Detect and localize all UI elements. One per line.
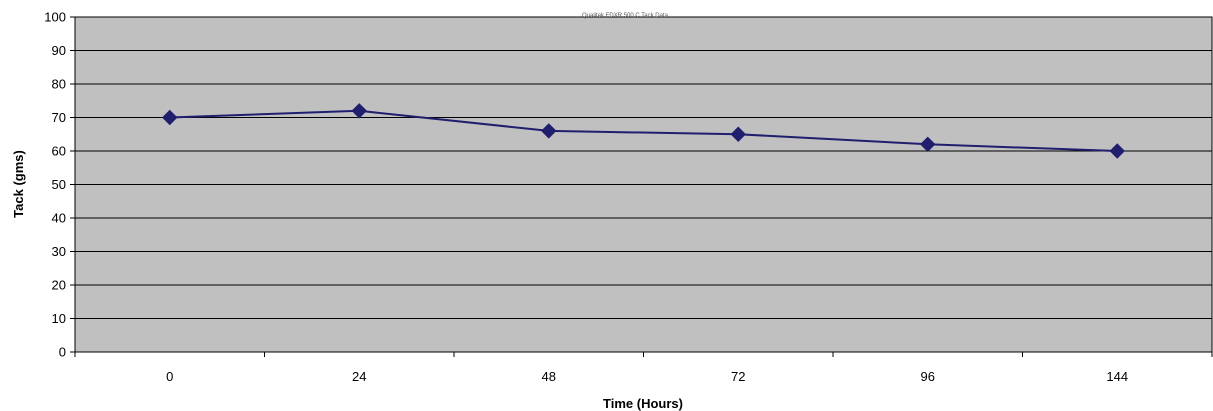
data-point-marker <box>730 126 746 142</box>
data-point-marker <box>351 103 367 119</box>
y-tick-label: 80 <box>52 77 66 92</box>
series-line <box>169 109 1118 152</box>
y-tick-label: 40 <box>52 211 66 226</box>
watermark-text: Qualitek FDXR 500 C Tack Data <box>582 13 669 19</box>
x-tick-label: 48 <box>542 369 556 384</box>
x-tick-label: 96 <box>921 369 935 384</box>
y-tick-label: 0 <box>59 345 66 360</box>
y-tick-label: 20 <box>52 278 66 293</box>
y-tick-label: 100 <box>44 10 66 25</box>
data-point-marker <box>920 136 936 153</box>
data-point-marker <box>541 123 557 139</box>
x-tick-label: 24 <box>352 369 366 384</box>
data-point-marker <box>162 109 178 126</box>
x-axis-title: Time (Hours) <box>603 396 683 411</box>
y-tick-label: 70 <box>52 110 66 125</box>
y-axis: 0 10 20 30 40 50 60 70 80 90 100 <box>44 10 76 360</box>
x-tick-label: 72 <box>731 369 745 384</box>
gridlines <box>75 50 1212 319</box>
y-tick-label: 30 <box>52 244 66 259</box>
y-tick-label: 10 <box>52 311 66 326</box>
x-tick-label: 0 <box>166 369 173 384</box>
x-axis: 0 24 48 72 96 144 <box>74 351 1213 384</box>
data-point-marker <box>1109 143 1125 159</box>
y-tick-label: 90 <box>52 43 66 58</box>
series-group <box>162 103 1125 159</box>
y-axis-title: Tack (gms) <box>11 150 26 218</box>
x-tick-label: 144 <box>1106 369 1128 384</box>
y-tick-label: 60 <box>52 144 66 159</box>
y-tick-label: 50 <box>52 177 66 192</box>
